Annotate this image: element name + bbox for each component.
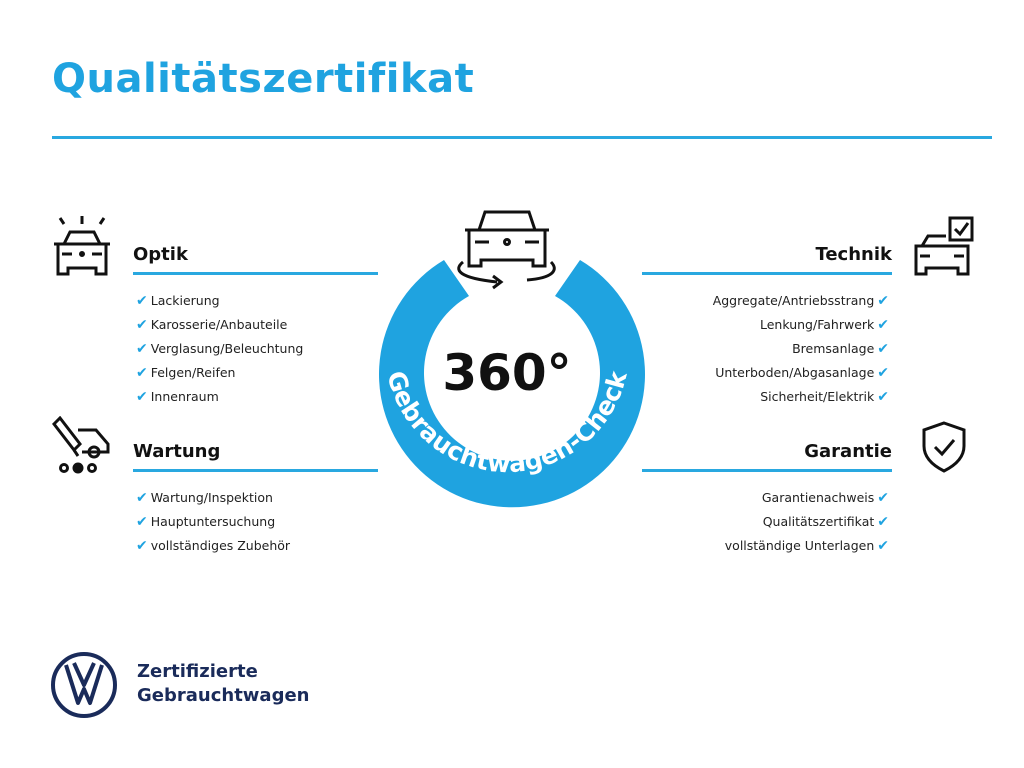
check-icon: ✔ [877,341,889,357]
check-icon: ✔ [136,341,148,357]
car-checklist-icon [914,216,974,276]
list-item: Qualitätszertifikat ✔ [762,514,889,530]
check-icon: ✔ [877,389,889,405]
section-title: Wartung [133,441,221,462]
section-technik: Technik Aggregate/Antriebsstrang ✔ Lenkun… [642,242,892,409]
service-truck-icon [52,416,110,474]
list-item: ✔ Felgen/Reifen [136,365,236,381]
list-item: ✔ Verglasung/Beleuchtung [136,341,304,357]
check-icon: ✔ [136,490,148,506]
list-item: ✔ vollständiges Zubehör [136,538,291,554]
shield-check-icon [922,421,966,473]
check-icon: ✔ [877,538,889,554]
car-lights-icon [54,216,110,276]
car-rotate-icon [457,210,556,290]
check-icon: ✔ [877,365,889,381]
list-item: Aggregate/Antriebsstrang ✔ [712,293,889,309]
check-icon: ✔ [877,514,889,530]
section-garantie: Garantie Garantienachweis ✔ Qualitätszert… [642,439,892,558]
list-item: ✔ Lackierung [136,293,220,309]
vw-logo [51,652,117,718]
list-item: ✔ Hauptuntersuchung [136,514,276,530]
list-item: ✔ Wartung/Inspektion [136,490,273,506]
list-item: vollständige Unterlagen ✔ [724,538,889,554]
check-icon: ✔ [136,317,148,333]
section-optik: Optik ✔ Lackierung ✔ Karosserie/Anbauteile… [133,242,378,409]
list-item: Sicherheit/Elektrik ✔ [760,389,889,405]
section-title: Optik [133,244,188,265]
list-item: ✔ Karosserie/Anbauteile [136,317,288,333]
check-icon: ✔ [877,317,889,333]
page-title: Qualitätszertifikat [52,56,475,102]
section-divider [642,272,892,275]
list-item: ✔ Innenraum [136,389,219,405]
degrees-label: 360° [442,344,571,402]
check-icon: ✔ [877,490,889,506]
section-title: Technik [815,244,892,265]
ring-arc [379,260,645,508]
list-item: Garantienachweis ✔ [761,490,889,506]
section-divider [133,272,378,275]
list-item: Unterboden/Abgasanlage ✔ [715,365,889,381]
brand-text: Zertifizierte Gebrauchtwagen [137,661,310,706]
section-divider [642,469,892,472]
list-item: Lenkung/Fahrwerk ✔ [760,317,889,333]
check-icon: ✔ [136,514,148,530]
check-ring: Gebrauchtwagen-Check 360° [379,210,645,508]
check-icon: ✔ [877,293,889,309]
section-title: Garantie [804,441,892,462]
check-icon: ✔ [136,538,148,554]
list-item: Bremsanlage ✔ [792,341,889,357]
section-divider [133,469,378,472]
title-divider [52,136,992,139]
section-wartung: Wartung ✔ Wartung/Inspektion ✔ Hauptunters… [133,439,378,558]
check-icon: ✔ [136,293,148,309]
check-icon: ✔ [136,365,148,381]
check-icon: ✔ [136,389,148,405]
